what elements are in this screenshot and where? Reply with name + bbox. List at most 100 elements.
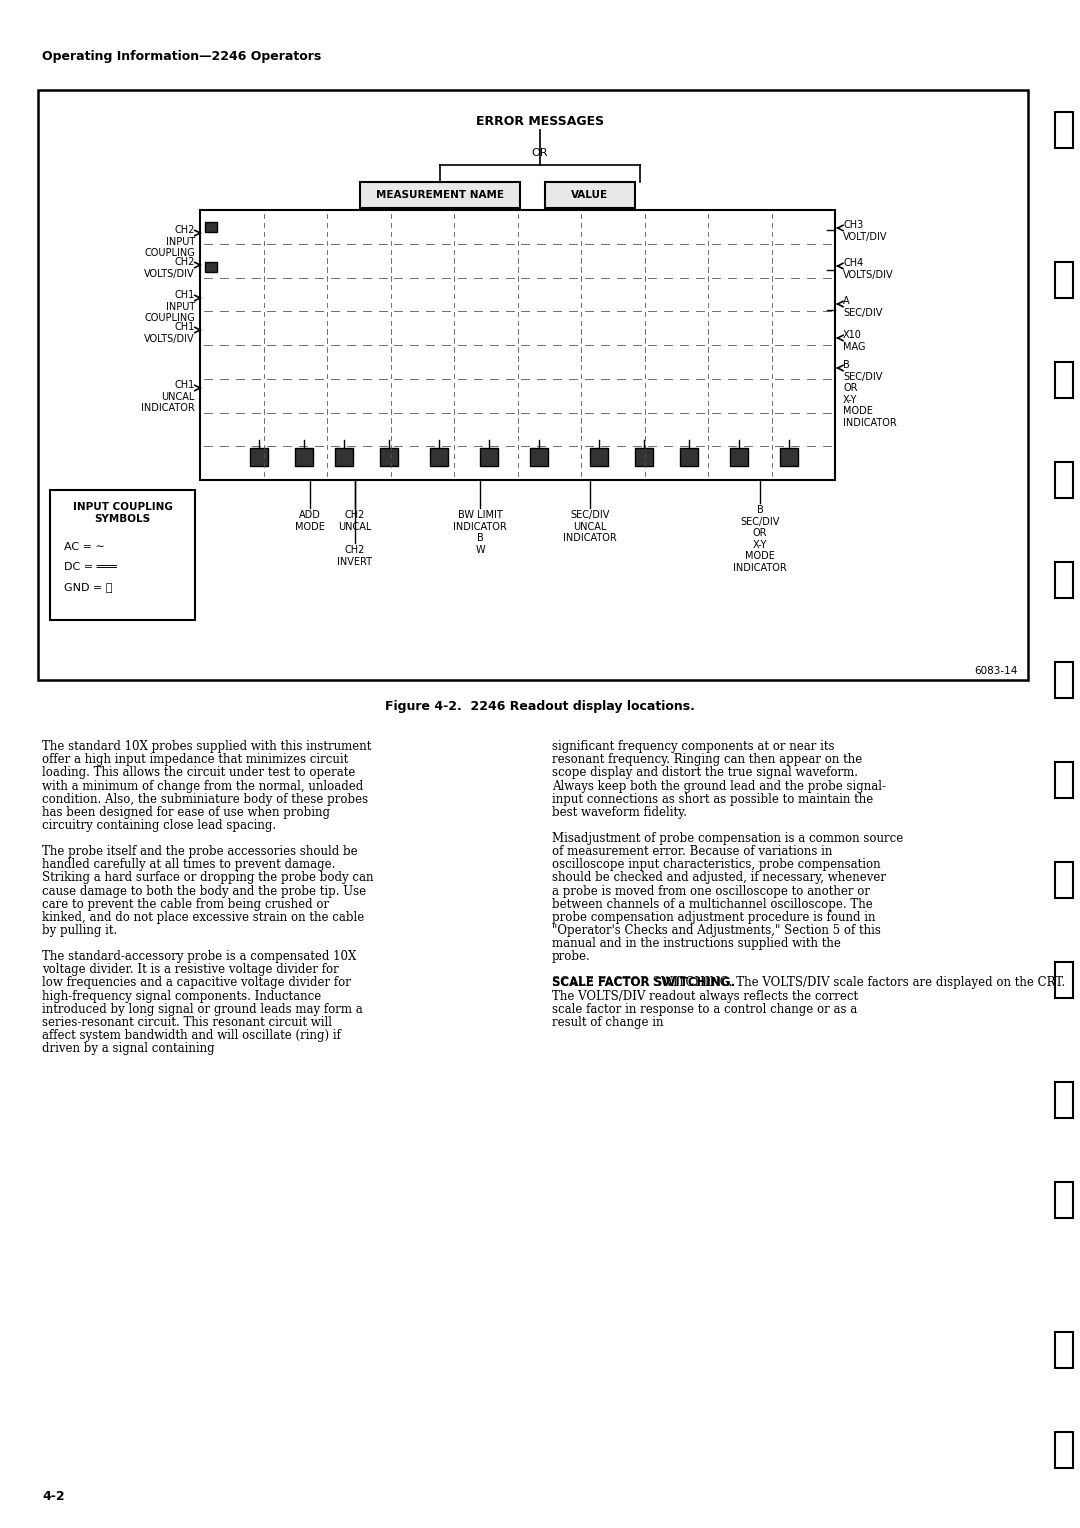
Text: high-frequency signal components. Inductance: high-frequency signal components. Induct… xyxy=(42,990,321,1002)
Text: B
SEC/DIV
OR
X-Y
MODE
INDICATOR: B SEC/DIV OR X-Y MODE INDICATOR xyxy=(843,361,896,428)
Text: CH3
VOLT/DIV: CH3 VOLT/DIV xyxy=(843,220,888,241)
Bar xyxy=(1055,461,1074,498)
Text: Misadjustment of probe compensation is a common source: Misadjustment of probe compensation is a… xyxy=(552,831,903,845)
Text: INPUT COUPLING
SYMBOLS: INPUT COUPLING SYMBOLS xyxy=(72,503,173,524)
Bar xyxy=(1055,862,1074,898)
Bar xyxy=(1055,1082,1074,1118)
Text: introduced by long signal or ground leads may form a: introduced by long signal or ground lead… xyxy=(42,1002,363,1016)
Bar xyxy=(38,90,1028,680)
Text: DC = ═══: DC = ═══ xyxy=(64,562,117,571)
Text: Always keep both the ground lead and the probe signal-: Always keep both the ground lead and the… xyxy=(552,779,886,793)
Text: Striking a hard surface or dropping the probe body can: Striking a hard surface or dropping the … xyxy=(42,871,374,885)
Bar xyxy=(1055,1183,1074,1218)
Text: CH2
INPUT
COUPLING: CH2 INPUT COUPLING xyxy=(145,225,195,258)
Text: offer a high input impedance that minimizes circuit: offer a high input impedance that minimi… xyxy=(42,753,348,766)
Text: low frequencies and a capacitive voltage divider for: low frequencies and a capacitive voltage… xyxy=(42,976,351,990)
Text: AC = ∼: AC = ∼ xyxy=(64,542,105,552)
Bar xyxy=(1055,112,1074,148)
Text: resonant frequency. Ringing can then appear on the: resonant frequency. Ringing can then app… xyxy=(552,753,862,766)
Bar xyxy=(1055,362,1074,397)
Text: 4-2: 4-2 xyxy=(42,1490,65,1504)
Text: result of change in: result of change in xyxy=(552,1016,663,1028)
Bar xyxy=(1055,762,1074,798)
Text: probe compensation adjustment procedure is found in: probe compensation adjustment procedure … xyxy=(552,911,876,924)
Bar xyxy=(730,448,748,466)
Bar xyxy=(335,448,353,466)
Text: significant frequency components at or near its: significant frequency components at or n… xyxy=(552,740,835,753)
Text: CH1
VOLTS/DIV: CH1 VOLTS/DIV xyxy=(145,322,195,344)
Text: of measurement error. Because of variations in: of measurement error. Because of variati… xyxy=(552,845,833,859)
Text: manual and in the instructions supplied with the: manual and in the instructions supplied … xyxy=(552,937,841,950)
Text: The standard 10X probes supplied with this instrument: The standard 10X probes supplied with th… xyxy=(42,740,372,753)
Text: MEASUREMENT NAME: MEASUREMENT NAME xyxy=(376,189,504,200)
Text: voltage divider. It is a resistive voltage divider for: voltage divider. It is a resistive volta… xyxy=(42,963,339,976)
Bar xyxy=(295,448,313,466)
Bar xyxy=(545,182,635,208)
Text: "Operator's Checks and Adjustments," Section 5 of this: "Operator's Checks and Adjustments," Sec… xyxy=(552,924,881,937)
Text: A
SEC/DIV: A SEC/DIV xyxy=(843,296,882,318)
Text: driven by a signal containing: driven by a signal containing xyxy=(42,1042,215,1056)
Text: care to prevent the cable from being crushed or: care to prevent the cable from being cru… xyxy=(42,898,329,911)
Bar xyxy=(200,209,835,480)
Text: with a minimum of change from the normal, unloaded: with a minimum of change from the normal… xyxy=(42,779,363,793)
Text: BW LIMIT
INDICATOR
B
W: BW LIMIT INDICATOR B W xyxy=(454,510,507,555)
Text: Operating Information—2246 Operators: Operating Information—2246 Operators xyxy=(42,50,321,63)
Bar xyxy=(1055,261,1074,298)
Text: B
SEC/DIV
OR
X-Y
MODE
INDICATOR: B SEC/DIV OR X-Y MODE INDICATOR xyxy=(733,504,787,573)
Text: OR: OR xyxy=(531,148,549,157)
Text: input connections as short as possible to maintain the: input connections as short as possible t… xyxy=(552,793,874,805)
Bar xyxy=(635,448,653,466)
Bar xyxy=(780,448,798,466)
Bar xyxy=(1055,562,1074,597)
Text: ERROR MESSAGES: ERROR MESSAGES xyxy=(476,115,604,128)
Text: best waveform fidelity.: best waveform fidelity. xyxy=(552,805,687,819)
Text: The standard-accessory probe is a compensated 10X: The standard-accessory probe is a compen… xyxy=(42,950,356,963)
Bar xyxy=(249,448,268,466)
Text: by pulling it.: by pulling it. xyxy=(42,924,118,937)
Bar xyxy=(205,222,217,232)
Text: should be checked and adjusted, if necessary, whenever: should be checked and adjusted, if neces… xyxy=(552,871,886,885)
Bar xyxy=(530,448,548,466)
Bar xyxy=(1055,1332,1074,1368)
Text: CH1
UNCAL
INDICATOR: CH1 UNCAL INDICATOR xyxy=(141,380,195,413)
Text: ADD
MODE: ADD MODE xyxy=(295,510,325,532)
Bar xyxy=(1055,1432,1074,1468)
Text: SCALE FACTOR SWITCHING.: SCALE FACTOR SWITCHING. xyxy=(552,976,735,990)
Text: VALUE: VALUE xyxy=(571,189,608,200)
Bar xyxy=(1055,662,1074,698)
Text: handled carefully at all times to prevent damage.: handled carefully at all times to preven… xyxy=(42,859,336,871)
Text: oscilloscope input characteristics, probe compensation: oscilloscope input characteristics, prob… xyxy=(552,859,880,871)
Text: series-resonant circuit. This resonant circuit will: series-resonant circuit. This resonant c… xyxy=(42,1016,332,1028)
Text: SEC/DIV
UNCAL
INDICATOR: SEC/DIV UNCAL INDICATOR xyxy=(563,510,617,542)
Bar xyxy=(1055,963,1074,998)
Text: The probe itself and the probe accessories should be: The probe itself and the probe accessori… xyxy=(42,845,357,859)
Text: CH1
INPUT
COUPLING: CH1 INPUT COUPLING xyxy=(145,290,195,324)
Text: CH2
UNCAL: CH2 UNCAL xyxy=(338,510,372,532)
Text: X10
MAG: X10 MAG xyxy=(843,330,865,351)
Text: CH4
VOLTS/DIV: CH4 VOLTS/DIV xyxy=(843,258,893,280)
Bar xyxy=(205,261,217,272)
Bar xyxy=(680,448,698,466)
Text: CH2
VOLTS/DIV: CH2 VOLTS/DIV xyxy=(145,257,195,278)
Text: cause damage to both the body and the probe tip. Use: cause damage to both the body and the pr… xyxy=(42,885,366,897)
Text: scope display and distort the true signal waveform.: scope display and distort the true signa… xyxy=(552,767,858,779)
Bar xyxy=(50,490,195,620)
Text: between channels of a multichannel oscilloscope. The: between channels of a multichannel oscil… xyxy=(552,898,873,911)
Bar xyxy=(430,448,448,466)
Text: Figure 4-2.  2246 Readout display locations.: Figure 4-2. 2246 Readout display locatio… xyxy=(386,700,694,714)
Text: a probe is moved from one oscilloscope to another or: a probe is moved from one oscilloscope t… xyxy=(552,885,870,897)
Text: affect system bandwidth and will oscillate (ring) if: affect system bandwidth and will oscilla… xyxy=(42,1028,341,1042)
Text: loading. This allows the circuit under test to operate: loading. This allows the circuit under t… xyxy=(42,767,355,779)
Text: GND = ⏚: GND = ⏚ xyxy=(64,582,112,591)
Text: SCALE FACTOR SWITCHING. The VOLTS/DIV scale factors are displayed on the CRT.: SCALE FACTOR SWITCHING. The VOLTS/DIV sc… xyxy=(552,976,1065,990)
Text: condition. Also, the subminiature body of these probes: condition. Also, the subminiature body o… xyxy=(42,793,368,805)
Text: 6083-14: 6083-14 xyxy=(974,666,1018,675)
Bar xyxy=(360,182,519,208)
Text: kinked, and do not place excessive strain on the cable: kinked, and do not place excessive strai… xyxy=(42,911,364,924)
Bar xyxy=(380,448,399,466)
Bar xyxy=(480,448,498,466)
Bar xyxy=(590,448,608,466)
Text: circuitry containing close lead spacing.: circuitry containing close lead spacing. xyxy=(42,819,276,833)
Text: probe.: probe. xyxy=(552,950,591,964)
Text: scale factor in response to a control change or as a: scale factor in response to a control ch… xyxy=(552,1002,858,1016)
